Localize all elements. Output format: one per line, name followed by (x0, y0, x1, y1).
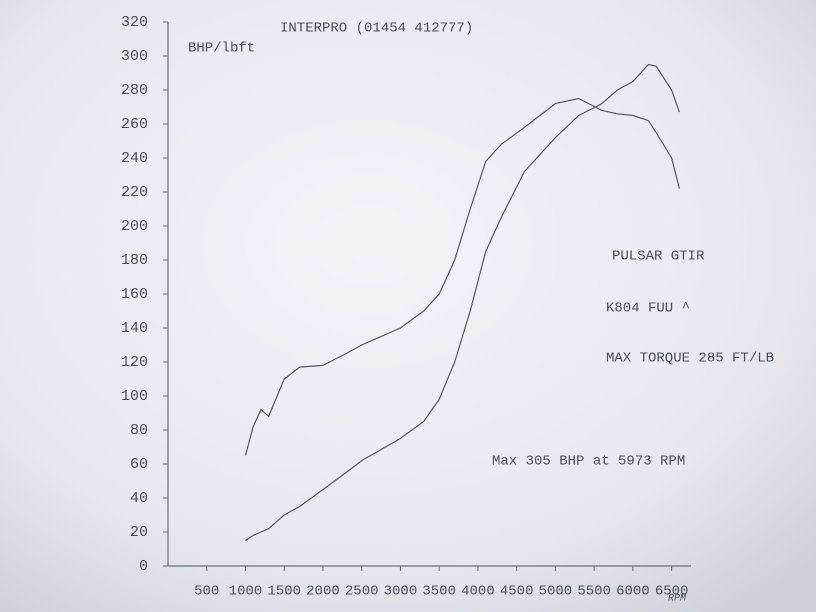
y-tick-label: 120 (121, 354, 148, 371)
x-tick-label: 3000 (384, 584, 418, 600)
y-tick-label: 0 (139, 558, 148, 575)
y-tick-label: 40 (130, 490, 148, 507)
annotation: MAX TORQUE 285 FT/LB (606, 351, 774, 367)
x-tick-label: 6000 (616, 584, 650, 600)
y-tick-label: 20 (130, 524, 148, 541)
annotation: K804 FUU ^ (606, 301, 690, 317)
y-tick-label: 140 (121, 320, 148, 337)
y-axis-label: BHP/lbft (188, 41, 255, 57)
y-tick-label: 60 (130, 456, 148, 473)
x-tick-label: 500 (194, 584, 219, 600)
x-tick-label: 2000 (306, 584, 340, 600)
y-tick-label: 300 (121, 48, 148, 65)
y-tick-label: 160 (121, 286, 148, 303)
y-tick-label: 80 (130, 422, 148, 439)
x-tick-label: 5000 (539, 584, 573, 600)
x-tick-label: 2500 (345, 584, 379, 600)
x-tick-label: 4000 (461, 584, 495, 600)
x-tick-label: 4500 (500, 584, 534, 600)
y-tick-label: 100 (121, 388, 148, 405)
annotation: Max 305 BHP at 5973 RPM (492, 454, 685, 470)
y-tick-label: 280 (121, 82, 148, 99)
y-tick-label: 240 (121, 150, 148, 167)
y-tick-label: 260 (121, 116, 148, 133)
y-tick-label: 320 (121, 14, 148, 31)
y-tick-label: 180 (121, 252, 148, 269)
data-line (244, 97, 680, 456)
x-tick-label: 1000 (229, 584, 263, 600)
x-tick-label: 5500 (577, 584, 611, 600)
x-axis-label: RPM (668, 594, 687, 605)
x-tick-label: 6500 (655, 584, 689, 600)
x-tick-label: 1500 (267, 584, 301, 600)
x-tick-label: 3500 (422, 584, 456, 600)
annotation: PULSAR GTIR (612, 249, 705, 265)
data-line (245, 63, 680, 542)
chart-title: INTERPRO (01454 412777) (280, 21, 473, 37)
y-tick-label: 220 (121, 184, 148, 201)
y-tick-label: 200 (121, 218, 148, 235)
